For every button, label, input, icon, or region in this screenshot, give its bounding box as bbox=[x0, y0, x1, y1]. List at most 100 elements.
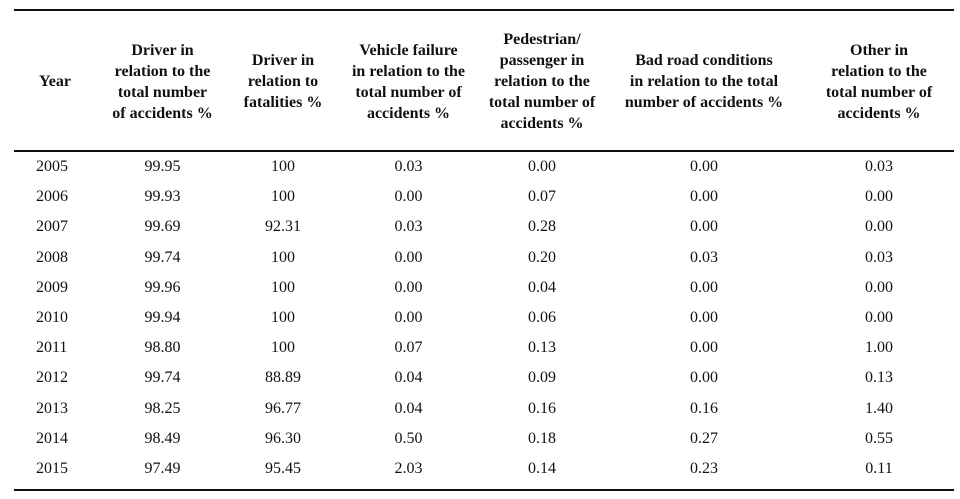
cell-year: 2009 bbox=[36, 278, 68, 296]
cell-bad-road-conditions: 0.00 bbox=[690, 188, 718, 206]
cell-driver-accidents: 99.69 bbox=[144, 218, 181, 236]
cell-bad-road-conditions: 0.03 bbox=[690, 248, 718, 266]
table-row: 2012 99.74 88.89 0.04 0.09 0.00 0.13 bbox=[14, 363, 954, 393]
cell-other: 0.13 bbox=[865, 369, 893, 387]
cell-driver-accidents: 98.80 bbox=[144, 339, 181, 357]
cell-bad-road-conditions: 0.00 bbox=[690, 309, 718, 327]
cell-year: 2006 bbox=[36, 188, 68, 206]
cell-vehicle-failure: 0.50 bbox=[394, 429, 423, 447]
cell-bad-road-conditions: 0.00 bbox=[690, 218, 718, 236]
cell-driver-accidents: 99.96 bbox=[144, 278, 181, 296]
col-header-bad-road-conditions: Bad road conditions in relation to the t… bbox=[624, 52, 784, 111]
cell-other: 0.00 bbox=[865, 188, 893, 206]
cell-bad-road-conditions: 0.27 bbox=[690, 429, 718, 447]
cell-bad-road-conditions: 0.00 bbox=[690, 339, 718, 357]
cell-other: 0.55 bbox=[865, 429, 893, 447]
cell-driver-fatalities: 88.89 bbox=[265, 369, 301, 387]
cell-driver-accidents: 99.94 bbox=[144, 309, 181, 327]
cell-driver-fatalities: 92.31 bbox=[265, 218, 301, 236]
cell-vehicle-failure: 2.03 bbox=[394, 459, 423, 477]
cell-bad-road-conditions: 0.00 bbox=[690, 158, 718, 176]
cell-year: 2013 bbox=[36, 399, 68, 417]
cell-pedestrian-passenger: 0.13 bbox=[528, 339, 556, 357]
cell-driver-fatalities: 95.45 bbox=[265, 459, 301, 477]
col-header-driver-fatalities: Driver in relation to fatalities % bbox=[243, 52, 323, 111]
cell-year: 2012 bbox=[36, 369, 68, 387]
cell-pedestrian-passenger: 0.00 bbox=[528, 158, 556, 176]
cell-other: 1.40 bbox=[865, 399, 893, 417]
table-bottom-rule bbox=[14, 489, 954, 491]
cell-pedestrian-passenger: 0.14 bbox=[528, 459, 556, 477]
cell-driver-accidents: 99.74 bbox=[144, 248, 181, 266]
cell-driver-accidents: 99.93 bbox=[144, 188, 181, 206]
cell-other: 0.00 bbox=[865, 309, 893, 327]
cell-driver-fatalities: 100 bbox=[271, 158, 295, 176]
table-row: 2009 99.96 100 0.00 0.04 0.00 0.00 bbox=[14, 273, 954, 303]
cell-driver-fatalities: 96.30 bbox=[265, 429, 301, 447]
table-row: 2011 98.80 100 0.07 0.13 0.00 1.00 bbox=[14, 333, 954, 363]
cell-pedestrian-passenger: 0.20 bbox=[528, 248, 556, 266]
cell-vehicle-failure: 0.03 bbox=[394, 158, 423, 176]
cell-vehicle-failure: 0.00 bbox=[394, 309, 423, 327]
cell-vehicle-failure: 0.03 bbox=[394, 218, 423, 236]
col-header-driver-accidents: Driver in relation to the total number o… bbox=[112, 41, 213, 122]
cell-driver-accidents: 98.49 bbox=[144, 429, 181, 447]
cell-vehicle-failure: 0.00 bbox=[394, 188, 423, 206]
cell-vehicle-failure: 0.04 bbox=[394, 399, 423, 417]
cell-pedestrian-passenger: 0.16 bbox=[528, 399, 556, 417]
cell-year: 2014 bbox=[36, 429, 68, 447]
col-header-pedestrian-passenger: Pedestrian/ passenger in relation to the… bbox=[488, 31, 596, 132]
cell-other: 0.03 bbox=[865, 248, 893, 266]
cell-driver-accidents: 99.74 bbox=[144, 369, 181, 387]
table-top-rule bbox=[14, 9, 954, 11]
table-row: 2010 99.94 100 0.00 0.06 0.00 0.00 bbox=[14, 303, 954, 333]
table-row: 2005 99.95 100 0.03 0.00 0.00 0.03 bbox=[14, 152, 954, 182]
cell-other: 0.03 bbox=[865, 158, 893, 176]
cell-vehicle-failure: 0.00 bbox=[394, 278, 423, 296]
cell-vehicle-failure: 0.00 bbox=[394, 248, 423, 266]
table-row: 2014 98.49 96.30 0.50 0.18 0.27 0.55 bbox=[14, 424, 954, 454]
cell-vehicle-failure: 0.07 bbox=[394, 339, 423, 357]
cell-pedestrian-passenger: 0.28 bbox=[528, 218, 556, 236]
table-row: 2008 99.74 100 0.00 0.20 0.03 0.03 bbox=[14, 243, 954, 273]
cell-year: 2008 bbox=[36, 248, 68, 266]
col-header-vehicle-failure: Vehicle failure in relation to the total… bbox=[351, 41, 466, 122]
cell-bad-road-conditions: 0.00 bbox=[690, 369, 718, 387]
table-row: 2015 97.49 95.45 2.03 0.14 0.23 0.11 bbox=[14, 454, 954, 484]
cell-driver-fatalities: 100 bbox=[271, 248, 295, 266]
col-header-year: Year bbox=[39, 73, 71, 90]
cell-driver-fatalities: 96.77 bbox=[265, 399, 301, 417]
cell-pedestrian-passenger: 0.07 bbox=[528, 188, 556, 206]
cell-driver-fatalities: 100 bbox=[271, 309, 295, 327]
cell-pedestrian-passenger: 0.18 bbox=[528, 429, 556, 447]
cell-driver-fatalities: 100 bbox=[271, 278, 295, 296]
cell-bad-road-conditions: 0.23 bbox=[690, 459, 718, 477]
cell-driver-fatalities: 100 bbox=[271, 339, 295, 357]
cell-driver-accidents: 98.25 bbox=[144, 399, 181, 417]
cell-pedestrian-passenger: 0.09 bbox=[528, 369, 556, 387]
cell-driver-accidents: 99.95 bbox=[144, 158, 181, 176]
cell-other: 0.00 bbox=[865, 218, 893, 236]
table-row: 2007 99.69 92.31 0.03 0.28 0.00 0.00 bbox=[14, 212, 954, 242]
cell-other: 0.00 bbox=[865, 278, 893, 296]
table-row: 2013 98.25 96.77 0.04 0.16 0.16 1.40 bbox=[14, 394, 954, 424]
cell-year: 2005 bbox=[36, 158, 68, 176]
cell-year: 2011 bbox=[36, 339, 68, 357]
cell-driver-fatalities: 100 bbox=[271, 188, 295, 206]
table-header-rule bbox=[14, 150, 954, 152]
col-header-other: Other in relation to the total number of… bbox=[825, 41, 933, 122]
cell-year: 2015 bbox=[36, 459, 68, 477]
table-body: 2005 99.95 100 0.03 0.00 0.00 0.03 2006 99.93 100… bbox=[14, 152, 954, 484]
cell-other: 1.00 bbox=[865, 339, 893, 357]
cell-other: 0.11 bbox=[865, 459, 893, 477]
cell-pedestrian-passenger: 0.06 bbox=[528, 309, 556, 327]
cell-vehicle-failure: 0.04 bbox=[394, 369, 423, 387]
cell-year: 2007 bbox=[36, 218, 68, 236]
cell-year: 2010 bbox=[36, 309, 68, 327]
cell-bad-road-conditions: 0.00 bbox=[690, 278, 718, 296]
cell-driver-accidents: 97.49 bbox=[144, 459, 181, 477]
table-header-row: Year Driver in relation to the total num… bbox=[14, 11, 954, 150]
cell-bad-road-conditions: 0.16 bbox=[690, 399, 718, 417]
table-row: 2006 99.93 100 0.00 0.07 0.00 0.00 bbox=[14, 182, 954, 212]
cell-pedestrian-passenger: 0.04 bbox=[528, 278, 556, 296]
